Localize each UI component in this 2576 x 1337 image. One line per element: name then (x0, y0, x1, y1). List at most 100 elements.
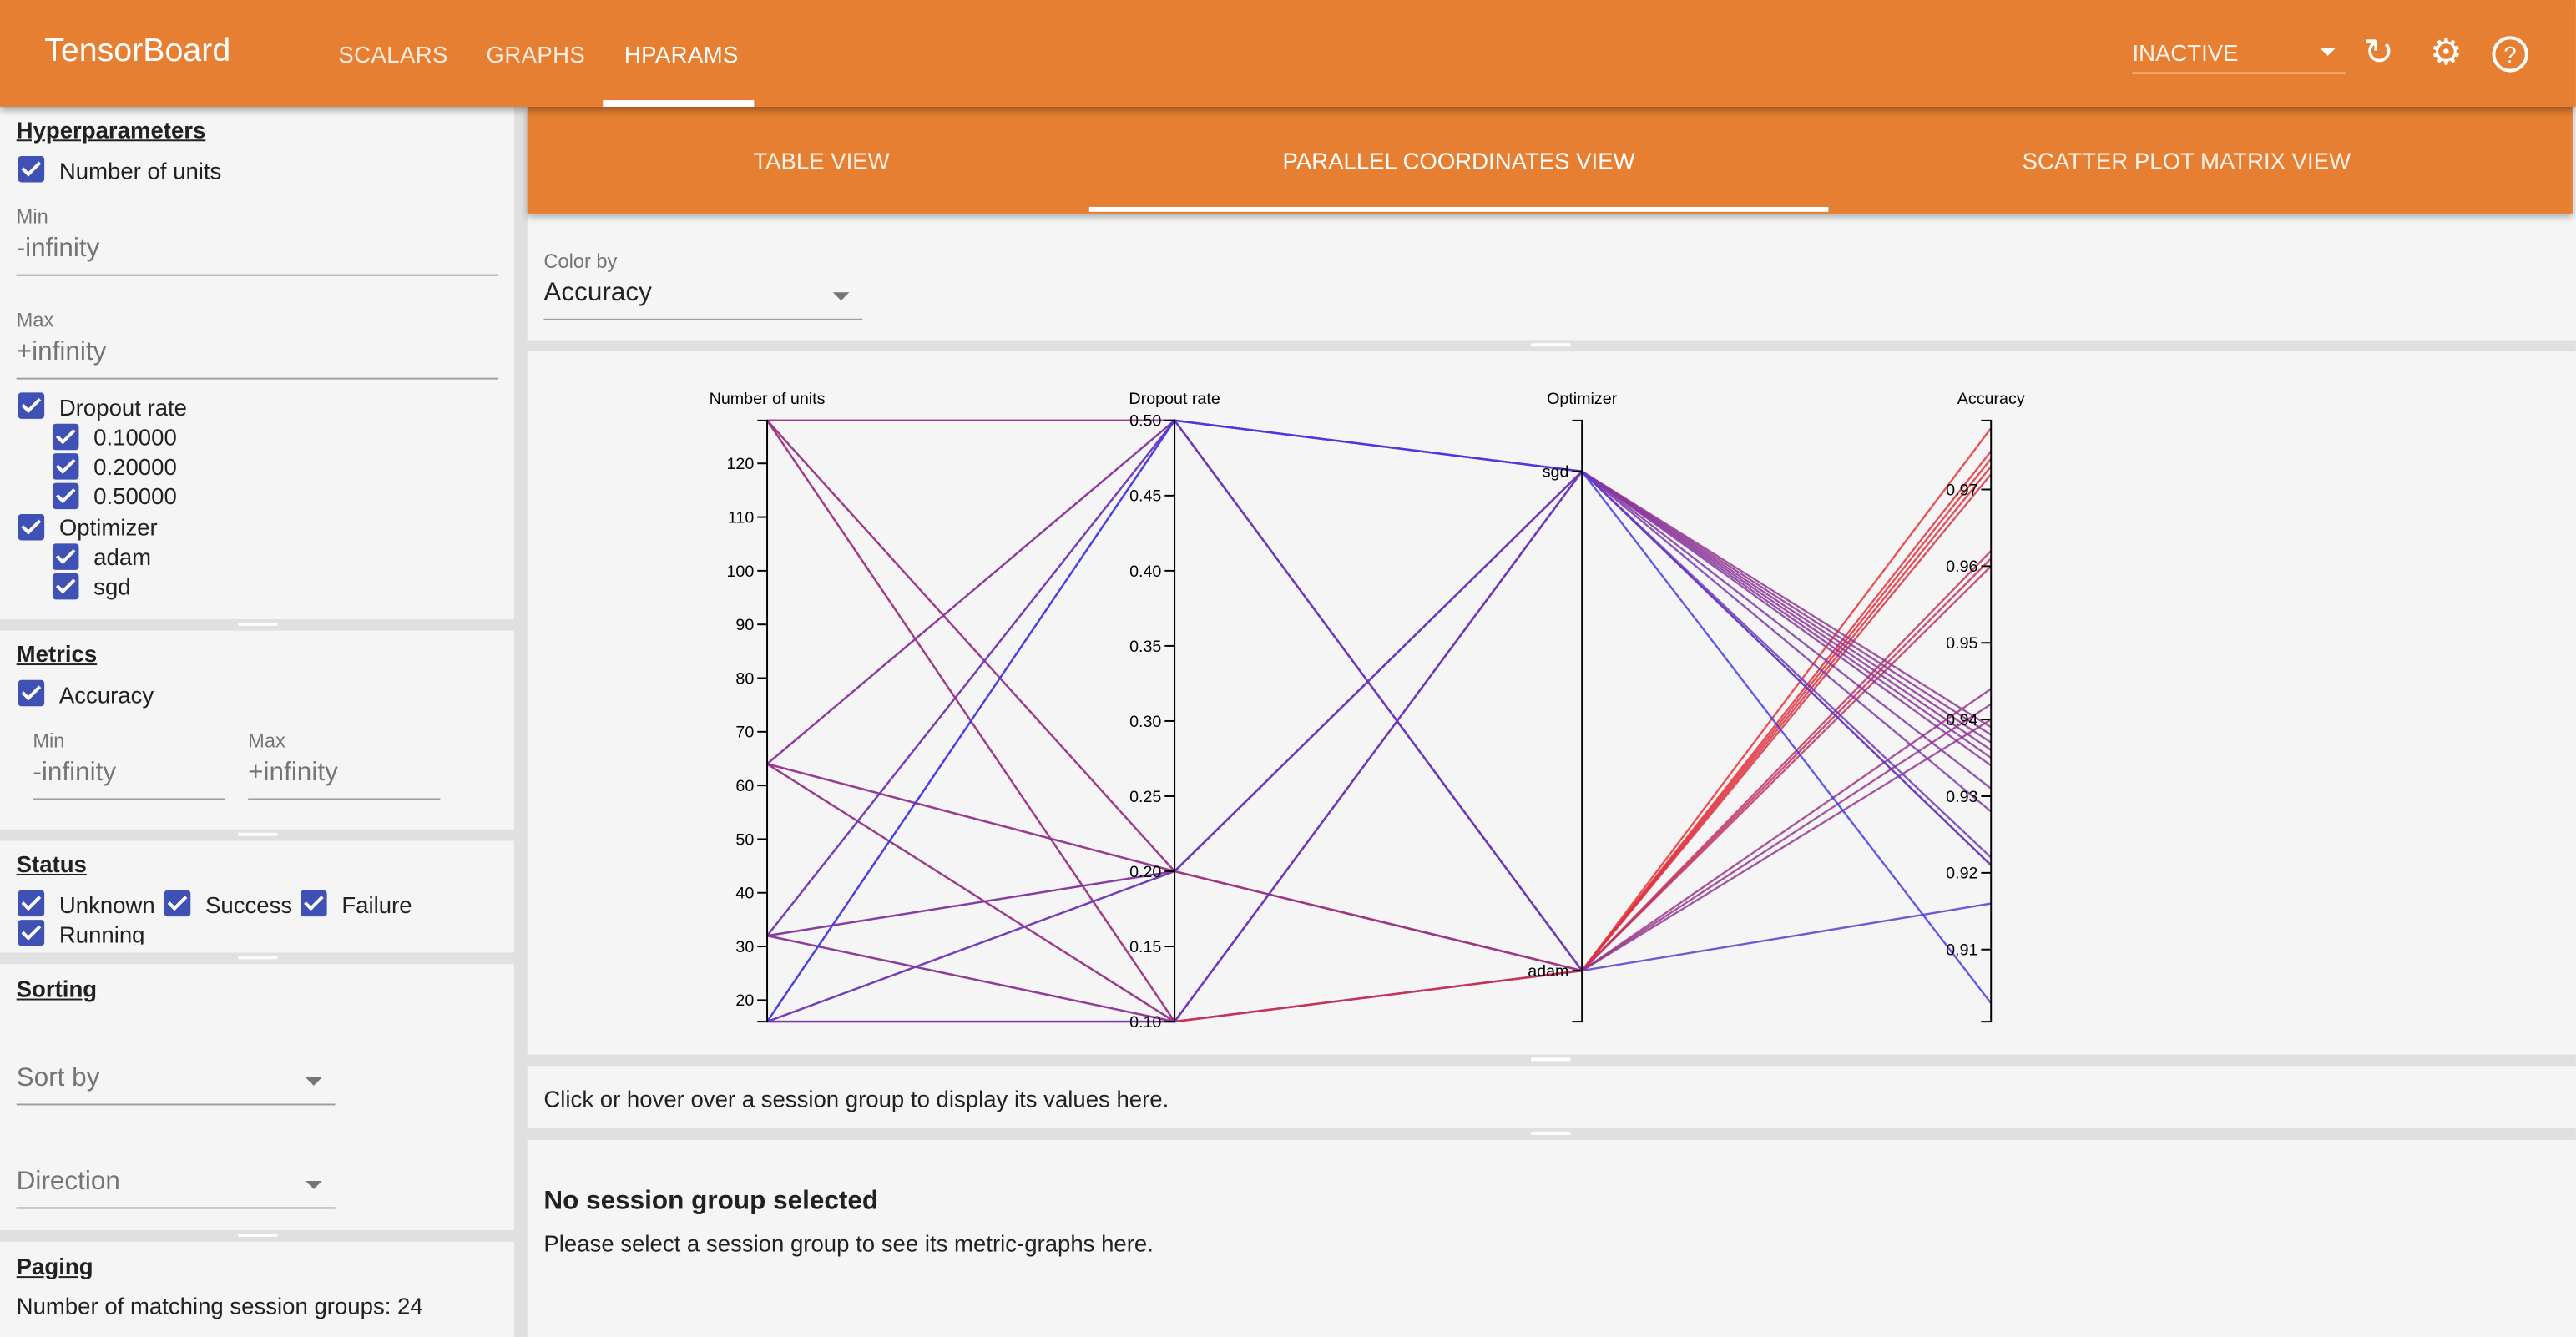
section-resize-handle[interactable] (0, 1230, 514, 1242)
units-min-label: Min (16, 205, 48, 229)
tick-label: 40 (735, 885, 754, 903)
accuracy-max-input[interactable]: +infinity (248, 759, 441, 800)
chevron-down-icon (2319, 48, 2336, 56)
sorting-heading: Sorting (16, 975, 98, 1002)
session-group-line (766, 466, 1993, 972)
dropout-0.1-checkbox[interactable] (52, 423, 79, 451)
session-group-line (766, 420, 1993, 1023)
sgd-checkbox[interactable] (52, 573, 79, 600)
dropout-0.2-checkbox[interactable] (52, 453, 79, 480)
running-checkbox[interactable] (18, 920, 45, 946)
axis-title: Dropout rate (1129, 390, 1220, 408)
hover-hint: Click or hover over a session group to d… (543, 1085, 1169, 1112)
tick-label: sgd (1543, 463, 1569, 482)
session-lines (766, 418, 1993, 1024)
session-group-line (766, 419, 1993, 936)
color-by-select[interactable]: Accuracy (543, 280, 863, 320)
session-group-line (766, 418, 1992, 1022)
tick-label: 0.45 (1129, 487, 1161, 506)
tab-table-view[interactable]: TABLE VIEW (753, 148, 890, 174)
parallel-coordinates-chart[interactable]: Number of units 20 30 40 50 60 70 80 90 100 110 120… (528, 353, 2573, 1054)
sidebar-resize-handle[interactable] (513, 106, 528, 1337)
tick-label: 90 (735, 616, 754, 634)
axis-optimizer: Optimizer sgd adam (1528, 390, 1618, 1023)
matching-count: Number of matching session groups: 24 (16, 1292, 423, 1319)
no-selection-title: No session group selected (543, 1187, 879, 1216)
tab-scalars[interactable]: SCALARS (338, 41, 448, 68)
session-group-line (766, 420, 1992, 1024)
tab-parallel-coordinates-view[interactable]: PARALLEL COORDINATES VIEW (1282, 148, 1635, 174)
dropout-value: 0.10000 (93, 423, 177, 451)
metrics-heading: Metrics (16, 640, 98, 668)
units-max-label: Max (16, 308, 54, 332)
tick-label: 0.94 (1946, 711, 1977, 729)
section-resize-handle[interactable] (0, 829, 514, 841)
axis-title: Optimizer (1547, 390, 1618, 408)
optimizer-value: adam (93, 543, 152, 570)
axis-line (1572, 419, 1583, 1023)
dropout-0.5-checkbox[interactable] (52, 482, 79, 510)
tick-label: 0.93 (1946, 788, 1977, 806)
axis-number-of-units: Number of units 20 30 40 50 60 70 80 90 100 110 120 (710, 390, 826, 1023)
tick-label: 30 (735, 938, 754, 956)
tick-label: 0.50 (1129, 412, 1161, 431)
help-icon[interactable]: ? (2492, 36, 2528, 73)
units-checkbox[interactable] (18, 155, 45, 183)
units-max-input[interactable]: +infinity (16, 338, 498, 380)
section-resize-handle[interactable] (0, 618, 514, 631)
optimizer-value: sgd (93, 573, 131, 600)
tick-label: 70 (735, 724, 754, 742)
tab-scatter-plot-matrix-view[interactable]: SCATTER PLOT MATRIX VIEW (2022, 148, 2351, 174)
dropout-checkbox[interactable] (18, 392, 45, 419)
sort-by-select[interactable]: Sort by (16, 1064, 336, 1106)
accuracy-checkbox[interactable] (18, 679, 45, 707)
tick-label: 0.40 (1129, 563, 1161, 581)
accuracy-label: Accuracy (58, 681, 154, 709)
active-tab-indicator (603, 100, 755, 107)
chevron-down-icon (306, 1077, 322, 1086)
direction-placeholder: Direction (16, 1168, 120, 1196)
section-resize-handle[interactable] (0, 952, 514, 965)
status-label: Running (58, 921, 145, 945)
inactive-plugins-dropdown[interactable]: INACTIVE (2132, 39, 2346, 74)
tick-label: 80 (735, 669, 754, 688)
tick-label: 50 (735, 830, 754, 849)
status-label: Unknown (58, 891, 155, 919)
tick-label: 0.92 (1946, 865, 1977, 883)
unknown-checkbox[interactable] (18, 890, 45, 917)
tick-label: 0.35 (1129, 638, 1161, 656)
units-min-input[interactable]: -infinity (16, 235, 498, 276)
failure-checkbox[interactable] (301, 890, 327, 917)
dropout-value: 0.50000 (93, 482, 177, 510)
tab-graphs[interactable]: GRAPHS (486, 41, 586, 68)
axis-line (757, 419, 769, 1023)
chevron-down-icon (306, 1180, 322, 1189)
panel-resize-handle[interactable] (527, 1054, 2576, 1067)
sidebar: Hyperparameters Number of units Min -inf… (0, 106, 514, 1337)
tick-label: 120 (726, 455, 754, 473)
tick-label: adam (1528, 962, 1568, 981)
tick-label: 100 (726, 563, 754, 581)
brand-title: TensorBoard (44, 33, 231, 69)
settings-gear-icon[interactable]: ⚙ (2429, 31, 2462, 73)
panel-resize-handle[interactable] (527, 1128, 2576, 1140)
chevron-down-icon (832, 292, 850, 301)
accuracy-min-input[interactable]: -infinity (33, 759, 225, 800)
tick-label: 0.91 (1946, 941, 1977, 960)
status-heading: Status (16, 850, 87, 877)
optimizer-label: Optimizer (58, 513, 158, 541)
adam-checkbox[interactable] (52, 543, 79, 570)
session-group-line (766, 470, 1993, 1023)
optimizer-checkbox[interactable] (18, 513, 45, 541)
success-checkbox[interactable] (164, 890, 191, 917)
refresh-icon[interactable]: ↻ (2363, 31, 2394, 73)
direction-select[interactable]: Direction (16, 1168, 336, 1209)
tick-label: 0.97 (1946, 481, 1977, 499)
tab-hparams[interactable]: HPARAMS (624, 41, 739, 68)
tick-label: 20 (735, 991, 754, 1010)
color-by-label: Color by (543, 250, 618, 273)
axis-title: Number of units (710, 390, 826, 408)
tick-label: 0.96 (1946, 558, 1977, 576)
panel-resize-handle[interactable] (527, 340, 2576, 352)
